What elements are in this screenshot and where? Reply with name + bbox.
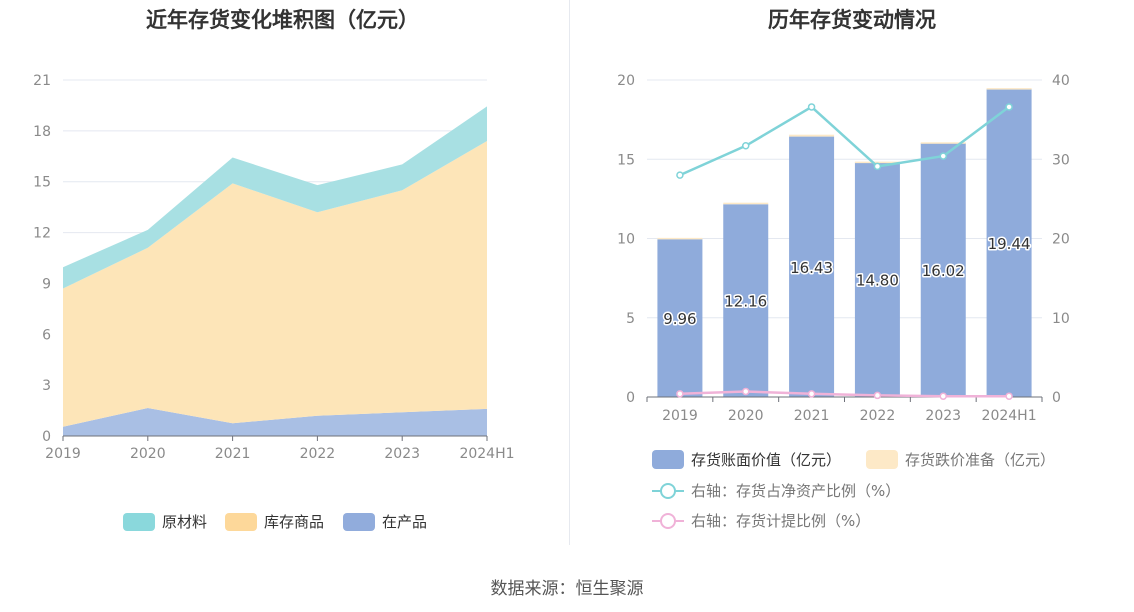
y-tick-label: 18 (33, 124, 51, 140)
line-point (807, 103, 816, 111)
legend-line-marker (660, 483, 676, 499)
legend-label: 原材料 (162, 513, 207, 531)
legend-line-marker (660, 513, 676, 529)
y-tick-label: 15 (617, 152, 635, 168)
legend-label: 在产品 (382, 513, 427, 531)
y2-tick-label: 40 (1052, 73, 1070, 89)
y-tick-label: 6 (42, 327, 51, 343)
legend-swatch-原材料 (123, 513, 155, 531)
x-tick-label: 2024H1 (982, 408, 1037, 424)
chart-divider (569, 0, 570, 545)
y2-tick-label: 30 (1052, 152, 1070, 168)
y-tick-label: 0 (626, 390, 635, 406)
bar-line-chart: 0 5 10 15 20 0 10 20 30 40 2019 2020 2021 2022 2023 202… (617, 73, 1070, 530)
line-point (873, 162, 882, 171)
bar-2024H1 (986, 88, 1032, 397)
bar-value-label: 14.80 (856, 272, 899, 290)
stacked-area-chart: 0 3 6 9 12 15 18 21 2019 2020 2021 2022 2023 2024H1 原材… (33, 73, 515, 531)
bar-value-label: 16.02 (922, 262, 965, 280)
line-point (807, 390, 816, 398)
provision-bar-2020 (723, 202, 769, 205)
y2-tick-label: 0 (1052, 390, 1061, 406)
provision-bar-2024H1 (986, 88, 1032, 90)
line-右轴：存货占净资产比例（%） (679, 105, 1010, 177)
bar-value-label: 16.43 (790, 259, 833, 277)
line-右轴：存货计提比例（%） (679, 390, 1010, 398)
x-tick-label: 2020 (130, 446, 166, 462)
bar-2022 (854, 162, 900, 397)
y-tick-label: 10 (617, 232, 635, 248)
x-tick-label: 2022 (300, 446, 336, 462)
line-point (676, 171, 684, 179)
area-在产品 (63, 408, 487, 436)
x-tick-label: 2021 (215, 446, 251, 462)
bar-2021 (789, 136, 835, 397)
bar-2019 (657, 239, 703, 397)
x-tick-label: 2023 (925, 408, 961, 424)
line-point (742, 387, 750, 396)
legend-label: 存货跌价准备（亿元） (905, 451, 1055, 469)
provision-bar-2023 (920, 142, 966, 144)
x-tick-label: 2019 (45, 446, 81, 462)
line-point (939, 152, 947, 160)
legend-swatch-库存商品 (225, 513, 257, 531)
legend-swatch-在产品 (343, 513, 375, 531)
provision-bar-2019 (657, 237, 703, 240)
legend-swatch-provision (866, 450, 898, 469)
left-chart-title: 近年存货变化堆积图（亿元） (146, 8, 419, 32)
bar-value-label: 9.96 (663, 310, 696, 328)
x-tick-label: 2019 (662, 408, 698, 424)
line-point (1005, 103, 1013, 111)
provision-bar-2021 (789, 134, 835, 137)
line-point (1005, 392, 1013, 400)
x-tick-label: 2024H1 (459, 446, 514, 462)
line-point (676, 390, 684, 398)
legend-label: 存货账面价值（亿元） (691, 451, 841, 469)
x-tick-label: 2021 (794, 408, 830, 424)
y-tick-label: 12 (33, 226, 51, 242)
y-tick-label: 0 (42, 429, 51, 445)
legend-swatch-book-value (652, 450, 684, 469)
line-point (742, 142, 750, 150)
y-tick-label: 21 (33, 73, 51, 89)
y2-tick-label: 10 (1052, 311, 1070, 327)
y-tick-label: 20 (617, 73, 635, 89)
bar-2023 (920, 143, 966, 397)
bar-value-label: 12.16 (724, 293, 767, 311)
bar-2020 (723, 204, 769, 397)
legend-label: 右轴：存货计提比例（%） (691, 512, 870, 530)
right-chart-title: 历年存货变动情况 (768, 8, 936, 32)
area-原材料 (63, 106, 487, 289)
y2-tick-label: 20 (1052, 232, 1070, 248)
provision-bar-2022 (854, 161, 900, 164)
bar-value-label: 19.44 (988, 235, 1031, 253)
area-库存商品 (63, 141, 487, 427)
y-tick-label: 3 (42, 378, 51, 394)
y-tick-label: 9 (42, 276, 51, 292)
x-tick-label: 2020 (728, 408, 764, 424)
line-point (873, 391, 882, 400)
legend-label: 库存商品 (264, 513, 324, 531)
legend-label: 右轴：存货占净资产比例（%） (691, 482, 900, 500)
line-point (939, 392, 947, 400)
data-source: 数据来源：恒生聚源 (490, 579, 644, 599)
x-tick-label: 2022 (860, 408, 896, 424)
y-tick-label: 5 (626, 311, 635, 327)
y-tick-label: 15 (33, 175, 51, 191)
x-tick-label: 2023 (384, 446, 420, 462)
